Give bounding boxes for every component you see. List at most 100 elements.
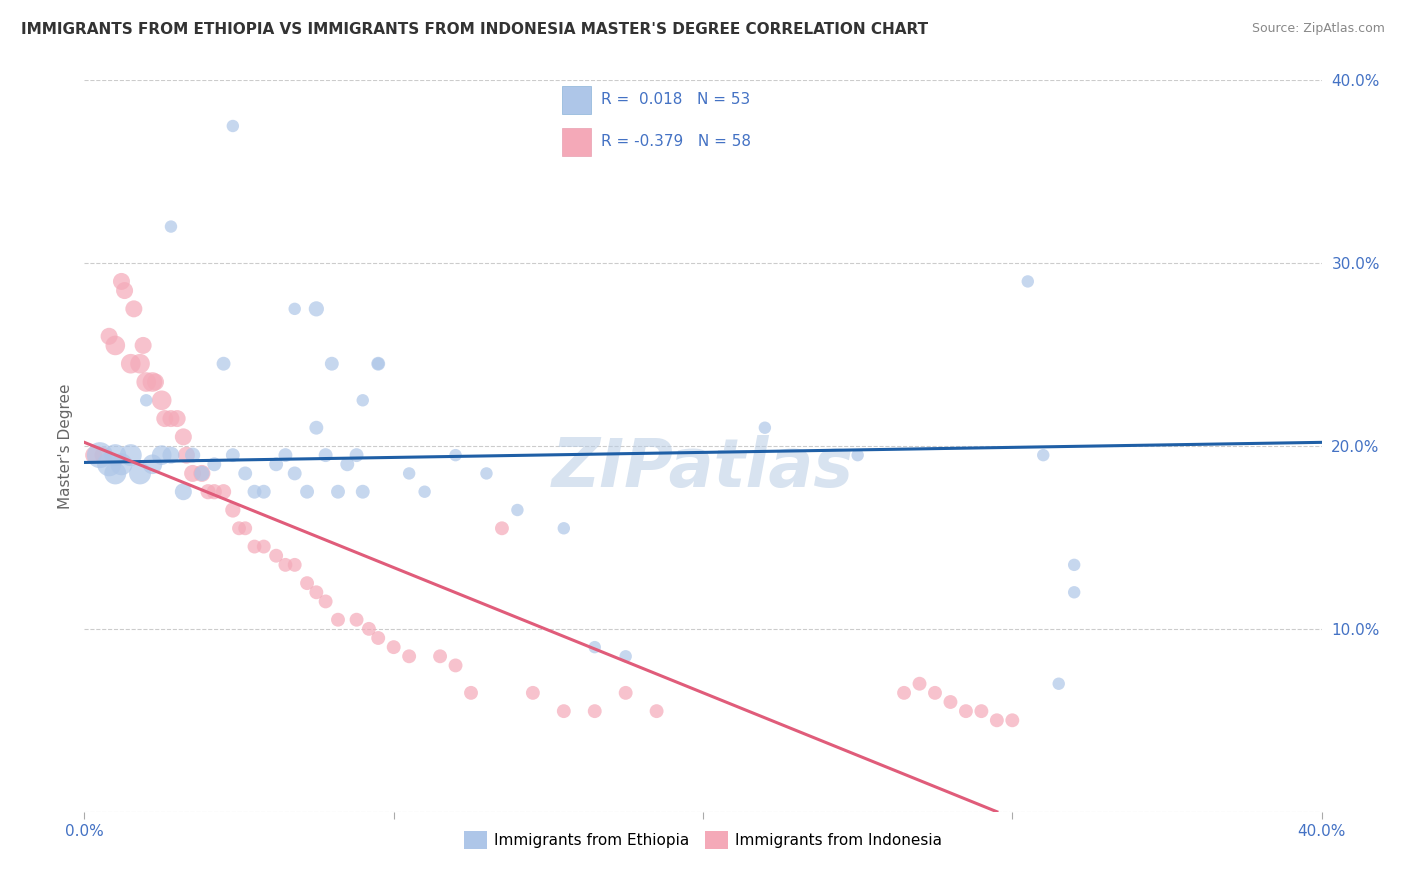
Point xyxy=(212,484,235,499)
Text: IMMIGRANTS FROM ETHIOPIA VS IMMIGRANTS FROM INDONESIA MASTER'S DEGREE CORRELATIO: IMMIGRANTS FROM ETHIOPIA VS IMMIGRANTS F… xyxy=(21,22,928,37)
Point xyxy=(114,284,136,298)
Point xyxy=(172,484,194,499)
Point xyxy=(846,448,869,462)
Point xyxy=(135,393,157,408)
Point xyxy=(444,448,467,462)
Point xyxy=(222,503,245,517)
Point xyxy=(583,704,606,718)
Point xyxy=(346,613,368,627)
Point xyxy=(166,411,188,425)
Point xyxy=(135,375,157,389)
Point xyxy=(145,375,167,389)
Point xyxy=(284,467,307,481)
Point xyxy=(460,686,482,700)
Point xyxy=(91,448,114,462)
Point xyxy=(367,631,389,645)
Point xyxy=(754,421,776,435)
Point xyxy=(553,704,575,718)
Point xyxy=(924,686,946,700)
Point xyxy=(98,457,121,471)
Point xyxy=(1047,676,1070,690)
Point xyxy=(357,622,380,636)
Bar xyxy=(562,86,591,114)
Point xyxy=(336,457,359,471)
Point xyxy=(129,357,152,371)
Point xyxy=(191,467,214,481)
Point xyxy=(153,411,176,425)
Point xyxy=(305,585,328,599)
Point xyxy=(1017,275,1039,289)
Point xyxy=(295,484,318,499)
Point xyxy=(986,714,1008,728)
Point xyxy=(160,411,183,425)
Point xyxy=(352,484,374,499)
Point xyxy=(150,448,173,462)
Point xyxy=(346,448,368,462)
Point xyxy=(104,448,127,462)
Point xyxy=(253,484,276,499)
Point xyxy=(264,457,287,471)
Point xyxy=(197,484,219,499)
Point xyxy=(614,686,637,700)
Point xyxy=(89,448,111,462)
Text: R =  0.018   N = 53: R = 0.018 N = 53 xyxy=(600,93,749,107)
Point xyxy=(98,329,121,343)
Point xyxy=(305,421,328,435)
Point xyxy=(274,558,297,572)
Point xyxy=(202,484,225,499)
Point xyxy=(233,521,256,535)
Point xyxy=(176,448,198,462)
Point xyxy=(222,119,245,133)
Point xyxy=(614,649,637,664)
Point xyxy=(475,467,498,481)
Point xyxy=(110,275,132,289)
Point xyxy=(645,704,668,718)
Point xyxy=(141,375,163,389)
Point xyxy=(908,676,931,690)
Point xyxy=(326,613,349,627)
Point xyxy=(367,357,389,371)
Point xyxy=(160,219,183,234)
Point xyxy=(284,301,307,316)
Point xyxy=(491,521,513,535)
Point xyxy=(120,448,142,462)
Point xyxy=(160,448,183,462)
Point xyxy=(83,448,105,462)
Point xyxy=(264,549,287,563)
Point xyxy=(583,640,606,655)
Point xyxy=(222,448,245,462)
Point xyxy=(305,301,328,316)
Point xyxy=(191,467,214,481)
Point xyxy=(429,649,451,664)
Point xyxy=(321,357,343,371)
Y-axis label: Master's Degree: Master's Degree xyxy=(58,384,73,508)
Point xyxy=(1063,558,1085,572)
Point xyxy=(398,467,420,481)
Text: Source: ZipAtlas.com: Source: ZipAtlas.com xyxy=(1251,22,1385,36)
Point xyxy=(413,484,436,499)
Point xyxy=(233,467,256,481)
Point xyxy=(444,658,467,673)
Point xyxy=(132,338,155,352)
Point xyxy=(326,484,349,499)
Point xyxy=(150,393,173,408)
Point xyxy=(129,467,152,481)
Point xyxy=(181,467,204,481)
Point xyxy=(295,576,318,591)
Point xyxy=(243,540,266,554)
Point xyxy=(522,686,544,700)
Point xyxy=(212,357,235,371)
Point xyxy=(315,594,337,608)
Text: ZIPatlas: ZIPatlas xyxy=(553,435,853,501)
Point xyxy=(382,640,405,655)
Point xyxy=(228,521,250,535)
Point xyxy=(1032,448,1054,462)
Point xyxy=(104,338,127,352)
Point xyxy=(367,357,389,371)
Point xyxy=(172,430,194,444)
Point xyxy=(315,448,337,462)
Point xyxy=(122,301,145,316)
Point xyxy=(553,521,575,535)
Point xyxy=(141,457,163,471)
Point xyxy=(120,357,142,371)
